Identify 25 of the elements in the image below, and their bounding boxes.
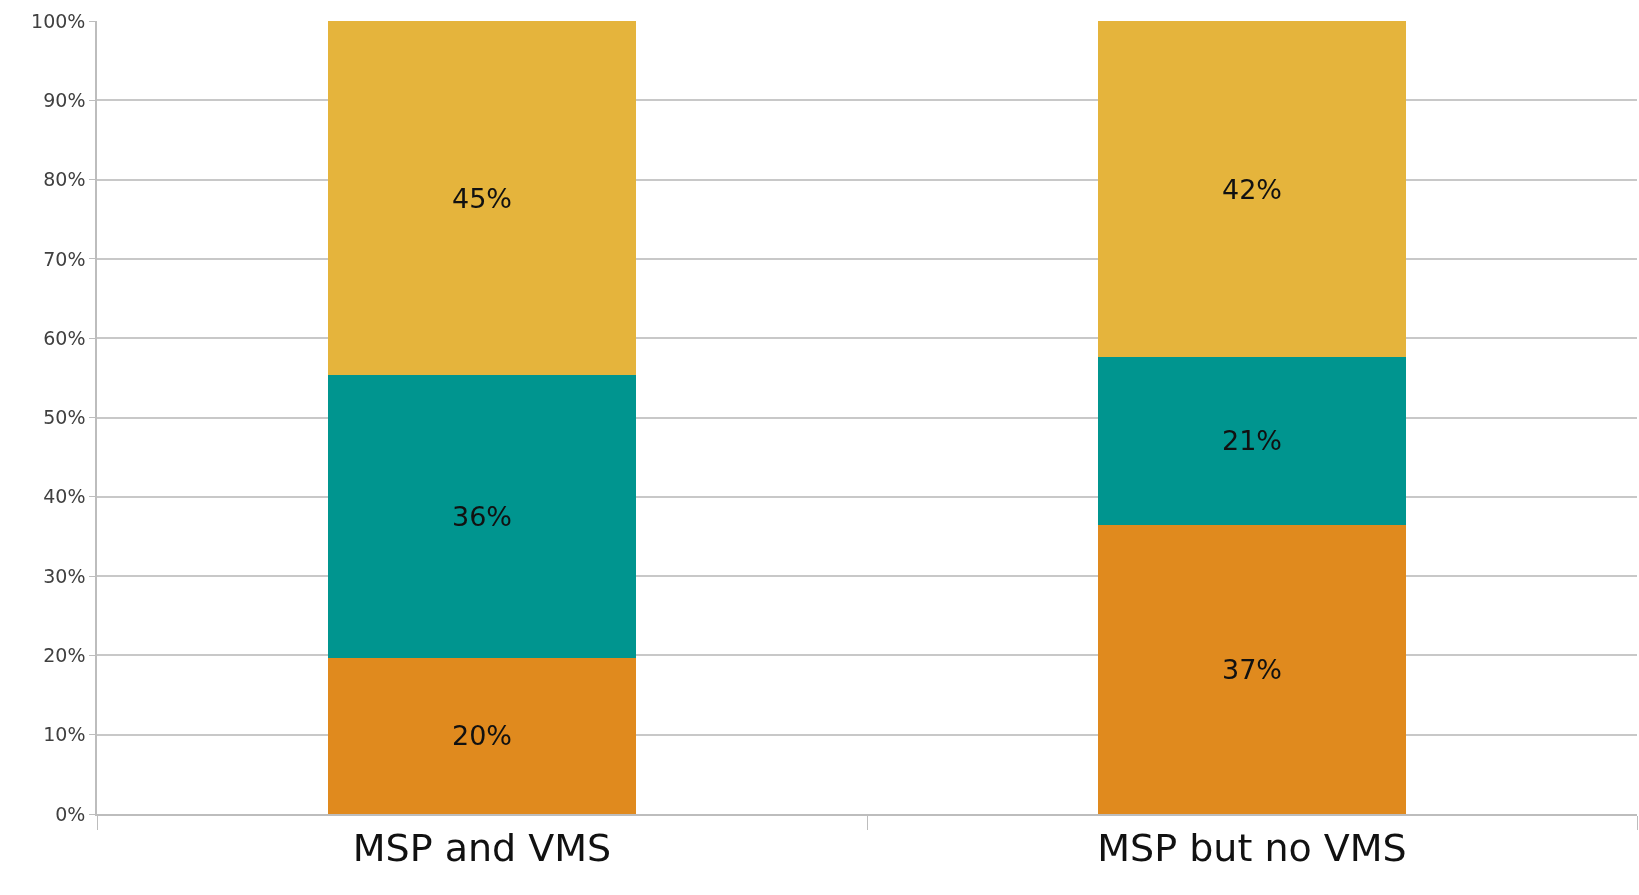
data-label: 21% (1221, 425, 1283, 457)
y-tick-label: 0% (55, 802, 86, 825)
bar (328, 657, 636, 814)
data-label: 36% (451, 501, 513, 533)
y-tick-label: 20% (43, 644, 86, 667)
y-tick-label: 80% (43, 168, 86, 191)
data-label: 45% (451, 182, 513, 214)
x-tick-label: MSP and VMS (352, 826, 612, 871)
y-tick-label: 70% (43, 247, 86, 270)
y-tick-label: 90% (43, 88, 86, 111)
bar (1098, 21, 1406, 358)
data-label: 20% (451, 720, 513, 752)
bar (328, 21, 636, 376)
y-tick-label: 50% (43, 406, 86, 429)
bar (1098, 524, 1406, 814)
data-label: 42% (1221, 173, 1283, 205)
data-label: 37% (1221, 653, 1283, 685)
y-tick-label: 40% (43, 485, 86, 508)
y-tick-label: 10% (43, 723, 86, 746)
bar (328, 375, 636, 658)
y-tick-label: 60% (43, 326, 86, 349)
bar (1098, 357, 1406, 525)
y-tick-label: 30% (43, 564, 86, 587)
x-tick-label: MSP but no VMS (1097, 826, 1407, 871)
y-tick-label: 100% (31, 9, 86, 32)
